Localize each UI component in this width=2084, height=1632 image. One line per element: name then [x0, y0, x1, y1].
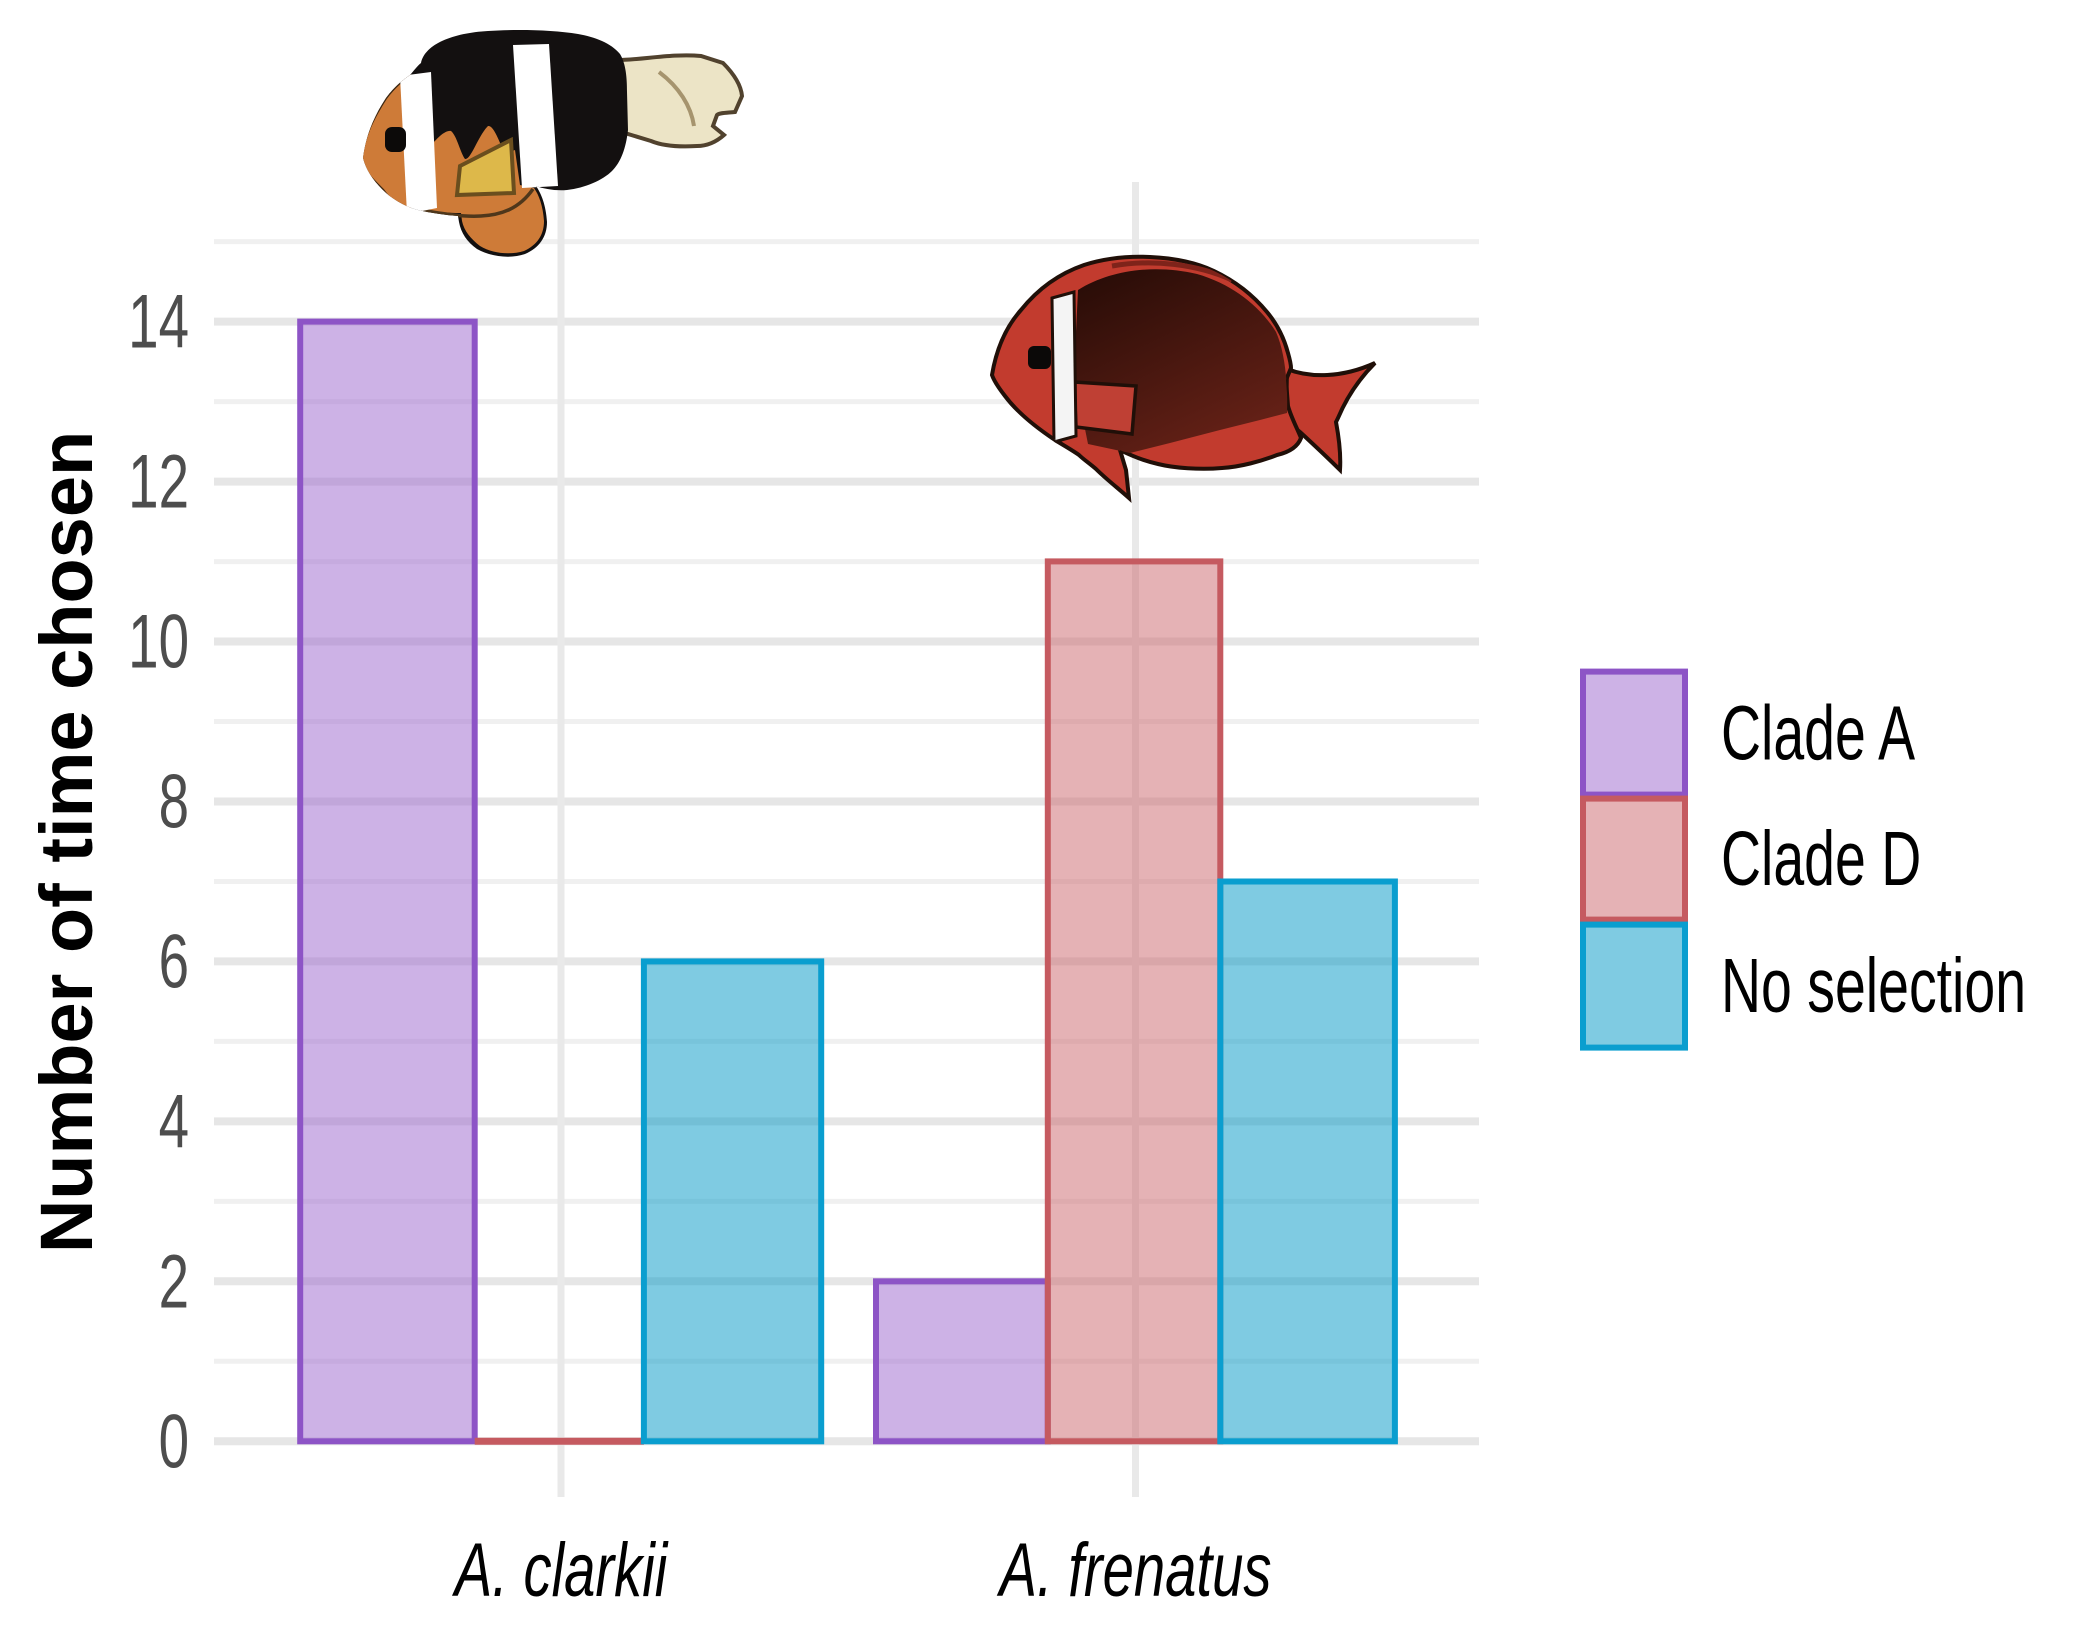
- svg-text:No selection: No selection: [1721, 943, 2026, 1029]
- svg-text:Number of time chosen: Number of time chosen: [25, 431, 108, 1253]
- svg-text:6: 6: [159, 920, 189, 1005]
- svg-text:0: 0: [159, 1400, 189, 1485]
- svg-text:A. frenatus: A. frenatus: [996, 1528, 1271, 1613]
- svg-text:14: 14: [128, 280, 189, 365]
- svg-text:12: 12: [128, 440, 189, 525]
- svg-text:4: 4: [159, 1080, 189, 1165]
- svg-text:2: 2: [159, 1240, 189, 1325]
- svg-text:A. clarkii: A. clarkii: [451, 1528, 669, 1613]
- svg-text:10: 10: [128, 600, 189, 685]
- svg-text:Clade A: Clade A: [1721, 691, 1915, 777]
- svg-text:Clade D: Clade D: [1721, 816, 1921, 902]
- svg-text:8: 8: [159, 760, 189, 845]
